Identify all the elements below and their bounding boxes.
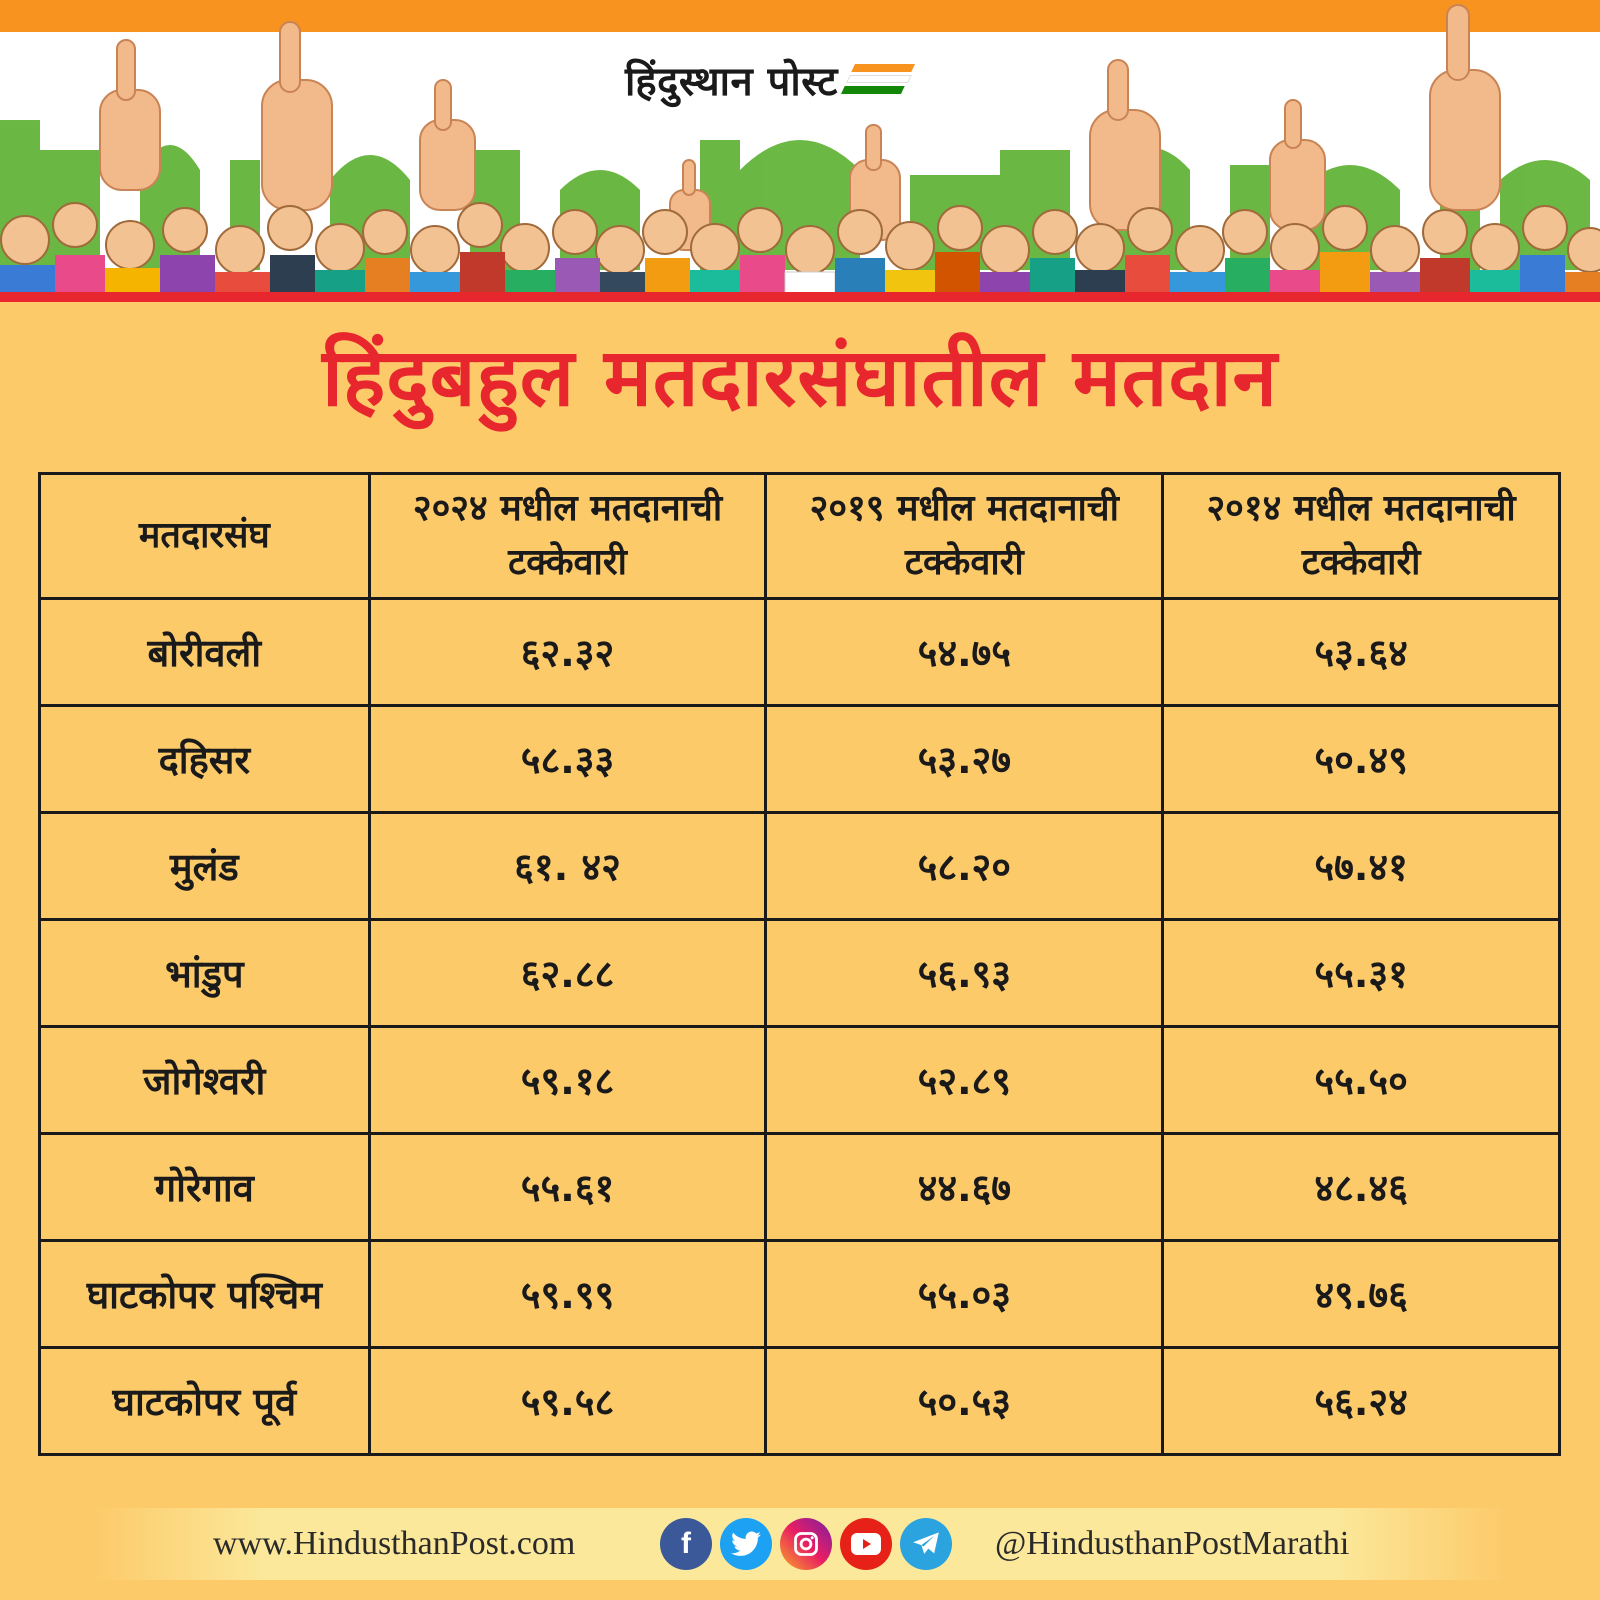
turnout-2024: ६२.३२ [367, 597, 768, 707]
constituency-name: जोगेश्वरी [38, 1025, 371, 1135]
youtube-icon[interactable] [840, 1518, 892, 1570]
crowd-heads [0, 202, 1600, 296]
turnout-2024: ६१. ४२ [367, 811, 768, 921]
social-handle[interactable]: @HindusthanPostMarathi [995, 1525, 1350, 1562]
table-row: घाटकोपर पश्चिम ५९.९९ ५५.०३ ४९.७६ [38, 1239, 1561, 1349]
turnout-2014: ५०.४९ [1161, 704, 1561, 814]
turnout-2014: ५६.२४ [1161, 1346, 1561, 1456]
tricolor-flag-icon [840, 64, 917, 94]
constituency-name: मुलंड [38, 811, 371, 921]
header-banner: हिंदुस्थान पोस्ट [0, 0, 1600, 302]
turnout-2024: ६२.८८ [367, 918, 768, 1028]
table-row: घाटकोपर पूर्व ५९.५८ ५०.५३ ५६.२४ [38, 1346, 1561, 1456]
telegram-icon[interactable] [900, 1518, 952, 1570]
turnout-2024: ५९.१८ [367, 1025, 768, 1135]
turnout-2014: ५७.४१ [1161, 811, 1561, 921]
turnout-2024: ५९.५८ [367, 1346, 768, 1456]
banner-bottom-strip [0, 292, 1600, 302]
header-2019: २०१९ मधील मतदानाची टक्केवारी [764, 472, 1165, 600]
constituency-name: दहिसर [38, 704, 371, 814]
turnout-2014: ५५.५० [1161, 1025, 1561, 1135]
facebook-icon[interactable]: f [660, 1518, 712, 1570]
footer-bar: www.HindusthanPost.com f @HindusthanPost… [95, 1508, 1505, 1580]
website-link[interactable]: www.HindusthanPost.com [213, 1525, 576, 1562]
banner-top-strip [0, 0, 1600, 32]
constituency-name: घाटकोपर पश्चिम [38, 1239, 371, 1349]
turnout-2014: ५३.६४ [1161, 597, 1561, 707]
turnout-2024: ५८.३३ [367, 704, 768, 814]
table-row: गोरेगाव ५५.६१ ४४.६७ ४८.४६ [38, 1132, 1561, 1242]
header-2014: २०१४ मधील मतदानाची टक्केवारी [1161, 472, 1561, 600]
page-title: हिंदुबहुल मतदारसंघातील मतदान [322, 331, 1278, 424]
instagram-icon[interactable] [780, 1518, 832, 1570]
turnout-2019: ५३.२७ [764, 704, 1165, 814]
table-row: जोगेश्वरी ५९.१८ ५२.८९ ५५.५० [38, 1025, 1561, 1135]
turnout-2024: ५५.६१ [367, 1132, 768, 1242]
twitter-icon[interactable] [720, 1518, 772, 1570]
turnout-table: मतदारसंघ २०२४ मधील मतदानाची टक्केवारी २०… [38, 472, 1561, 1456]
header-2024: २०२४ मधील मतदानाची टक्केवारी [367, 472, 768, 600]
constituency-name: घाटकोपर पूर्व [38, 1346, 371, 1456]
table-row: दहिसर ५८.३३ ५३.२७ ५०.४९ [38, 704, 1561, 814]
header-constituency: मतदारसंघ [38, 472, 371, 600]
brand-logo-text: हिंदुस्थान पोस्ट [625, 57, 838, 105]
turnout-2014: ४८.४६ [1161, 1132, 1561, 1242]
brand-logo[interactable]: हिंदुस्थान पोस्ट [625, 52, 915, 106]
table-row: बोरीवली ६२.३२ ५४.७५ ५३.६४ [38, 597, 1561, 707]
turnout-2019: ५६.९३ [764, 918, 1165, 1028]
turnout-2019: ५५.०३ [764, 1239, 1165, 1349]
turnout-2019: ५८.२० [764, 811, 1165, 921]
turnout-2014: ४९.७६ [1161, 1239, 1561, 1349]
raised-fingers [99, 4, 1501, 251]
constituency-name: बोरीवली [38, 597, 371, 707]
social-icons: f [660, 1518, 952, 1570]
constituency-name: गोरेगाव [38, 1132, 371, 1242]
turnout-2019: ४४.६७ [764, 1132, 1165, 1242]
crowd-illustration [0, 4, 1600, 296]
table-row: मुलंड ६१. ४२ ५८.२० ५७.४१ [38, 811, 1561, 921]
turnout-2014: ५५.३१ [1161, 918, 1561, 1028]
constituency-name: भांडुप [38, 918, 371, 1028]
turnout-2019: ५२.८९ [764, 1025, 1165, 1135]
turnout-2024: ५९.९९ [367, 1239, 768, 1349]
turnout-2019: ५४.७५ [764, 597, 1165, 707]
turnout-2019: ५०.५३ [764, 1346, 1165, 1456]
table-header: मतदारसंघ २०२४ मधील मतदानाची टक्केवारी २०… [38, 472, 1561, 600]
table-row: भांडुप ६२.८८ ५६.९३ ५५.३१ [38, 918, 1561, 1028]
